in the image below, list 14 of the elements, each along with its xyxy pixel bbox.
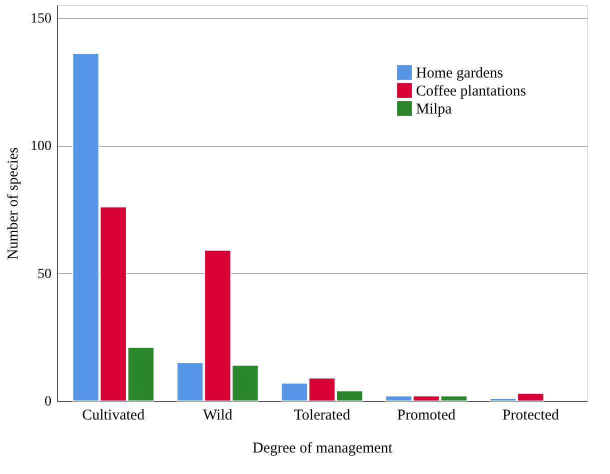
x-axis-title: Degree of management [252,440,394,456]
legend-label: Home gardens [416,66,504,82]
y-tick-label: 100 [30,139,52,154]
x-tick-label: Wild [202,408,233,424]
legend-label: Coffee plantations [416,84,526,100]
x-tick-label: Cultivated [82,408,146,424]
y-tick-label: 150 [30,11,52,26]
y-axis-title: Number of species [6,147,22,260]
legend-label: Milpa [416,102,452,118]
x-tick-label: Tolerated [294,408,351,424]
y-tick-label: 0 [44,394,52,410]
x-tick-label: Protected [502,408,560,424]
x-tick-label: Promoted [397,408,456,424]
y-tick-label: 50 [38,266,52,282]
